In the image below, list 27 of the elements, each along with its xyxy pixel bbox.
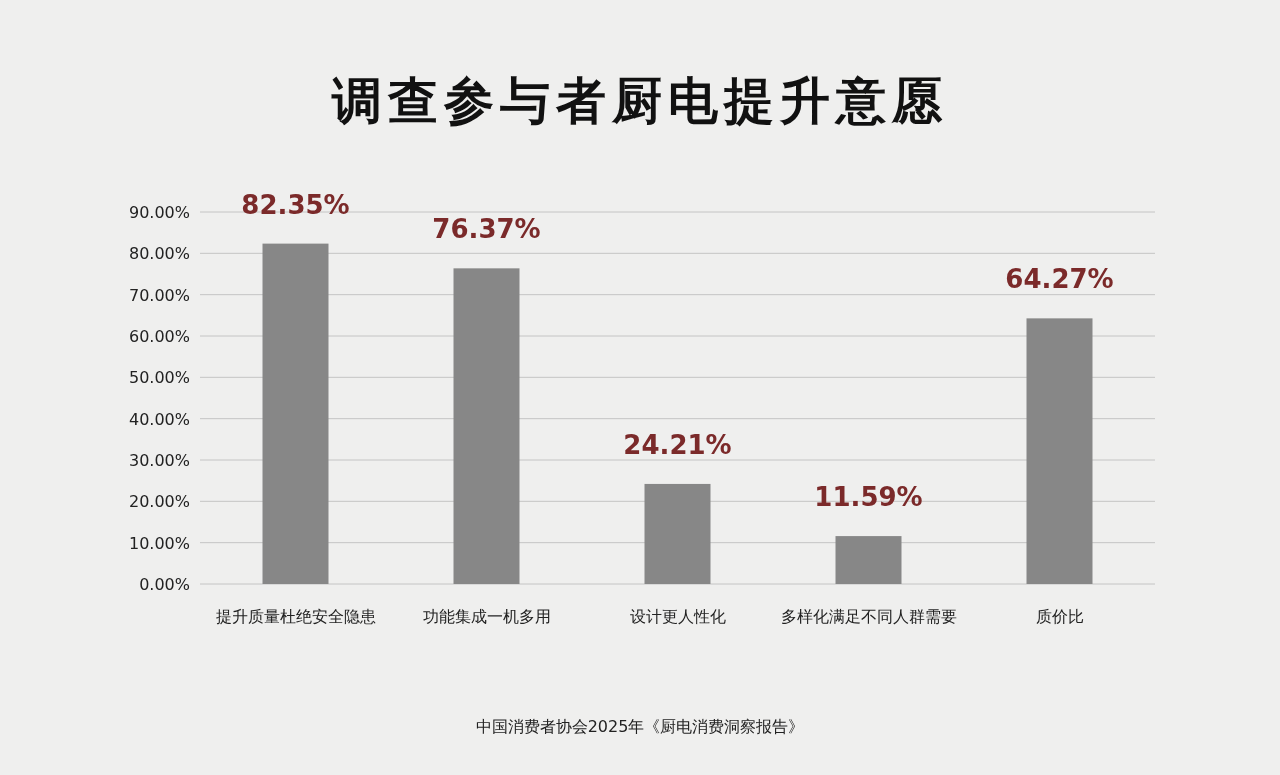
x-tick-label: 设计更人性化 [629, 607, 726, 626]
bar [1026, 318, 1093, 584]
y-tick-label: 0.00% [139, 575, 190, 594]
data-label: 76.37% [432, 214, 541, 245]
text: 中国消费者协会2025年《厨电消费洞察报告》 [475, 717, 805, 736]
y-tick-label: 50.00% [128, 368, 190, 388]
data-label: 82.35% [241, 189, 350, 220]
bar [262, 243, 329, 584]
bar [835, 536, 902, 584]
chart-title: 调查参与者厨电提升意愿 [331, 72, 948, 130]
y-tick-label: 60.00% [128, 327, 190, 346]
y-tick-label: 10.00% [128, 533, 190, 553]
y-tick-label: 20.00% [128, 492, 190, 512]
x-tick-label: 多样化满足不同人群需要 [780, 607, 957, 626]
y-tick-label: 80.00% [128, 244, 190, 264]
y-tick-label: 70.00% [128, 285, 190, 305]
x-tick-label: 质价比 [1035, 607, 1084, 626]
data-label: 11.59% [814, 482, 923, 513]
bar [644, 483, 711, 584]
y-tick-label: 40.00% [128, 409, 190, 429]
bar [453, 268, 520, 584]
data-label: 64.27% [1005, 264, 1114, 295]
y-tick-label: 30.00% [128, 451, 190, 470]
data-label: 24.21% [623, 429, 732, 460]
x-tick-label: 提升质量杜绝安全隐患 [215, 607, 376, 626]
y-tick-label: 90.00% [128, 203, 190, 222]
x-tick-label: 功能集成一机多用 [422, 607, 551, 626]
